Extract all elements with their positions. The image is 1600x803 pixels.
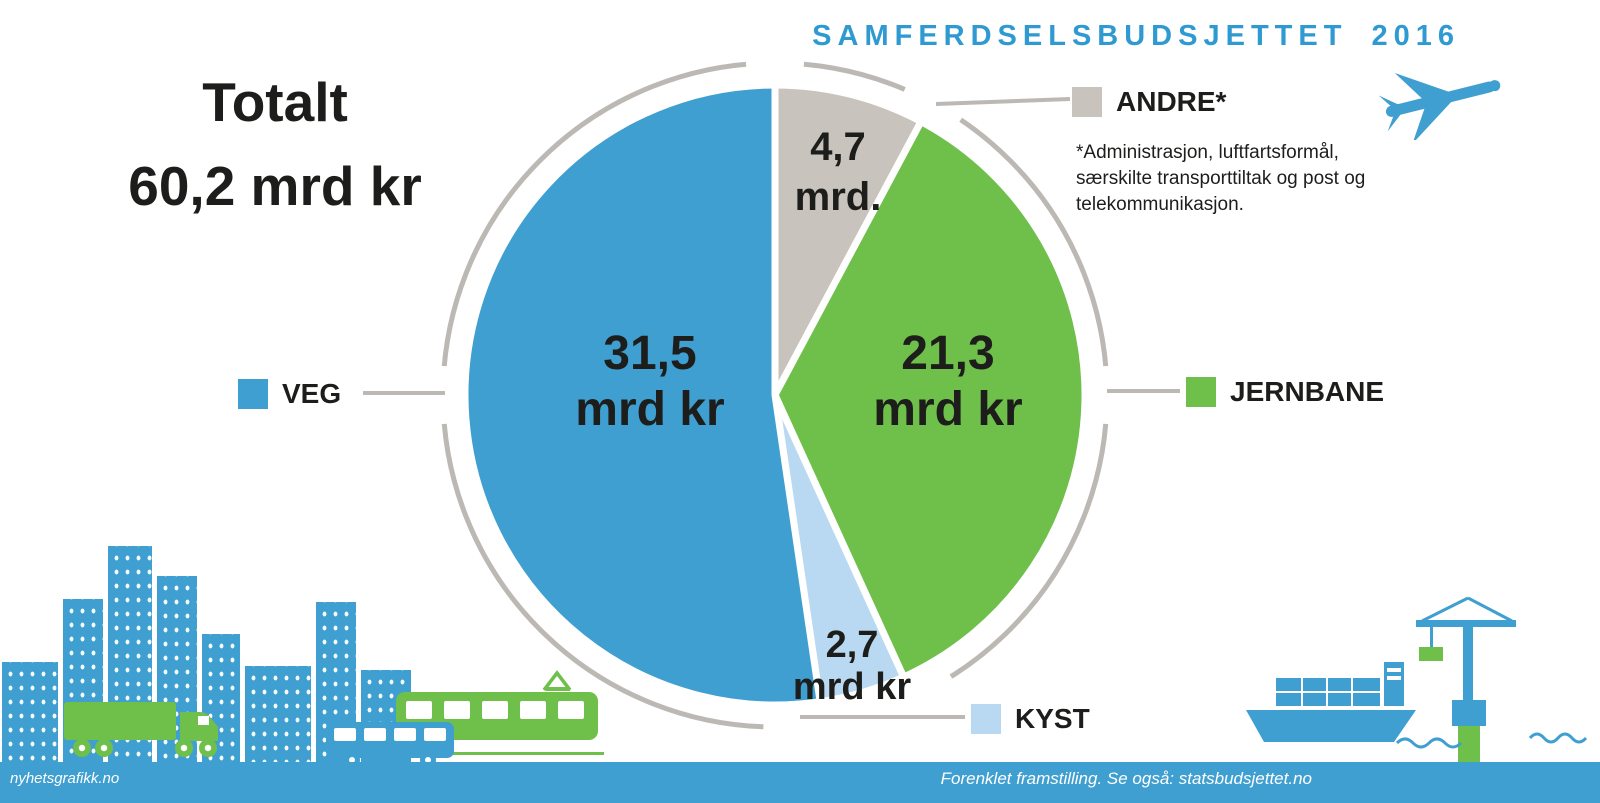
waves xyxy=(1395,737,1463,749)
total-value: 60,2 mrd kr xyxy=(128,155,422,217)
slice-unit-andre: mrd. xyxy=(794,175,882,219)
waves xyxy=(1528,732,1588,744)
pie-slice-andre xyxy=(771,81,925,399)
legend-label-jernbane: JERNBANE xyxy=(1230,376,1385,407)
footer-bar xyxy=(0,762,1600,803)
legend-label-kyst: KYST xyxy=(1015,703,1090,734)
slice-label-veg: 31,5 mrd kr xyxy=(540,326,760,438)
pie-slice-veg xyxy=(461,81,824,709)
slice-value-jernbane: 21,3 xyxy=(901,327,995,380)
slice-label-kyst: 2,7 mrd kr xyxy=(772,624,932,708)
slice-label-andre: 4,7 mrd. xyxy=(768,122,908,222)
truck-icon xyxy=(64,702,218,757)
total-word: Totalt xyxy=(202,71,348,133)
legend-label-andre: ANDRE* xyxy=(1116,86,1227,117)
page-title: SAMFERDSELSBUDSJETTET 2016 xyxy=(812,20,1460,52)
slice-unit-veg: mrd kr xyxy=(575,383,725,436)
legend-label-veg: VEG xyxy=(282,378,342,409)
legend-item-andre: ANDRE* xyxy=(1072,86,1226,118)
total-label: Totalt 60,2 mrd kr xyxy=(103,60,447,228)
kyst-swatch xyxy=(971,704,1001,734)
credit-text: nyhetsgrafikk.no xyxy=(10,770,120,787)
veg-swatch xyxy=(238,379,268,409)
building xyxy=(2,662,58,762)
cargo-ship-icon xyxy=(1246,662,1416,742)
airplane-icon xyxy=(1378,72,1501,140)
legend-item-jernbane: JERNBANE xyxy=(1186,376,1384,408)
ring-gap xyxy=(745,56,805,72)
leader-line-andre xyxy=(935,97,1071,106)
ring-gap xyxy=(1098,365,1115,425)
slice-value-kyst: 2,7 xyxy=(825,624,879,666)
slice-value-andre: 4,7 xyxy=(810,125,866,169)
building xyxy=(245,666,311,762)
andre-swatch xyxy=(1072,87,1102,117)
andre-footnote: *Administrasjon, luftfartsformål, særski… xyxy=(1076,142,1366,215)
source-text: Forenklet framstilling. Se også: statsbu… xyxy=(940,769,1312,788)
slice-unit-jernbane: mrd kr xyxy=(873,383,1023,436)
legend-item-kyst: KYST xyxy=(971,703,1090,735)
jernbane-swatch xyxy=(1186,377,1216,407)
slice-value-veg: 31,5 xyxy=(603,327,697,380)
ring-gap xyxy=(901,82,965,126)
slice-label-jernbane: 21,3 mrd kr xyxy=(838,326,1058,438)
slice-unit-kyst: mrd kr xyxy=(792,666,912,708)
pie-slice-jernbane xyxy=(771,118,1089,681)
legend-item-veg: VEG xyxy=(238,378,341,410)
